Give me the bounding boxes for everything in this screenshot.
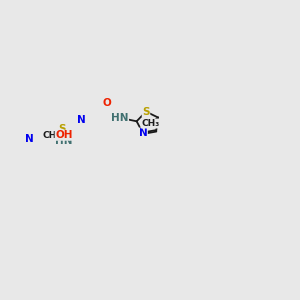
Text: OH: OH — [55, 130, 73, 140]
Text: N: N — [25, 134, 34, 144]
Text: CH₂: CH₂ — [43, 131, 61, 140]
Text: S: S — [58, 124, 66, 134]
Text: CH₃: CH₃ — [141, 119, 159, 128]
Text: N: N — [139, 128, 147, 138]
Text: HN: HN — [111, 113, 128, 123]
Text: O: O — [102, 98, 111, 108]
Text: S: S — [142, 106, 150, 117]
Text: HN: HN — [55, 136, 72, 146]
Text: N: N — [77, 115, 86, 125]
